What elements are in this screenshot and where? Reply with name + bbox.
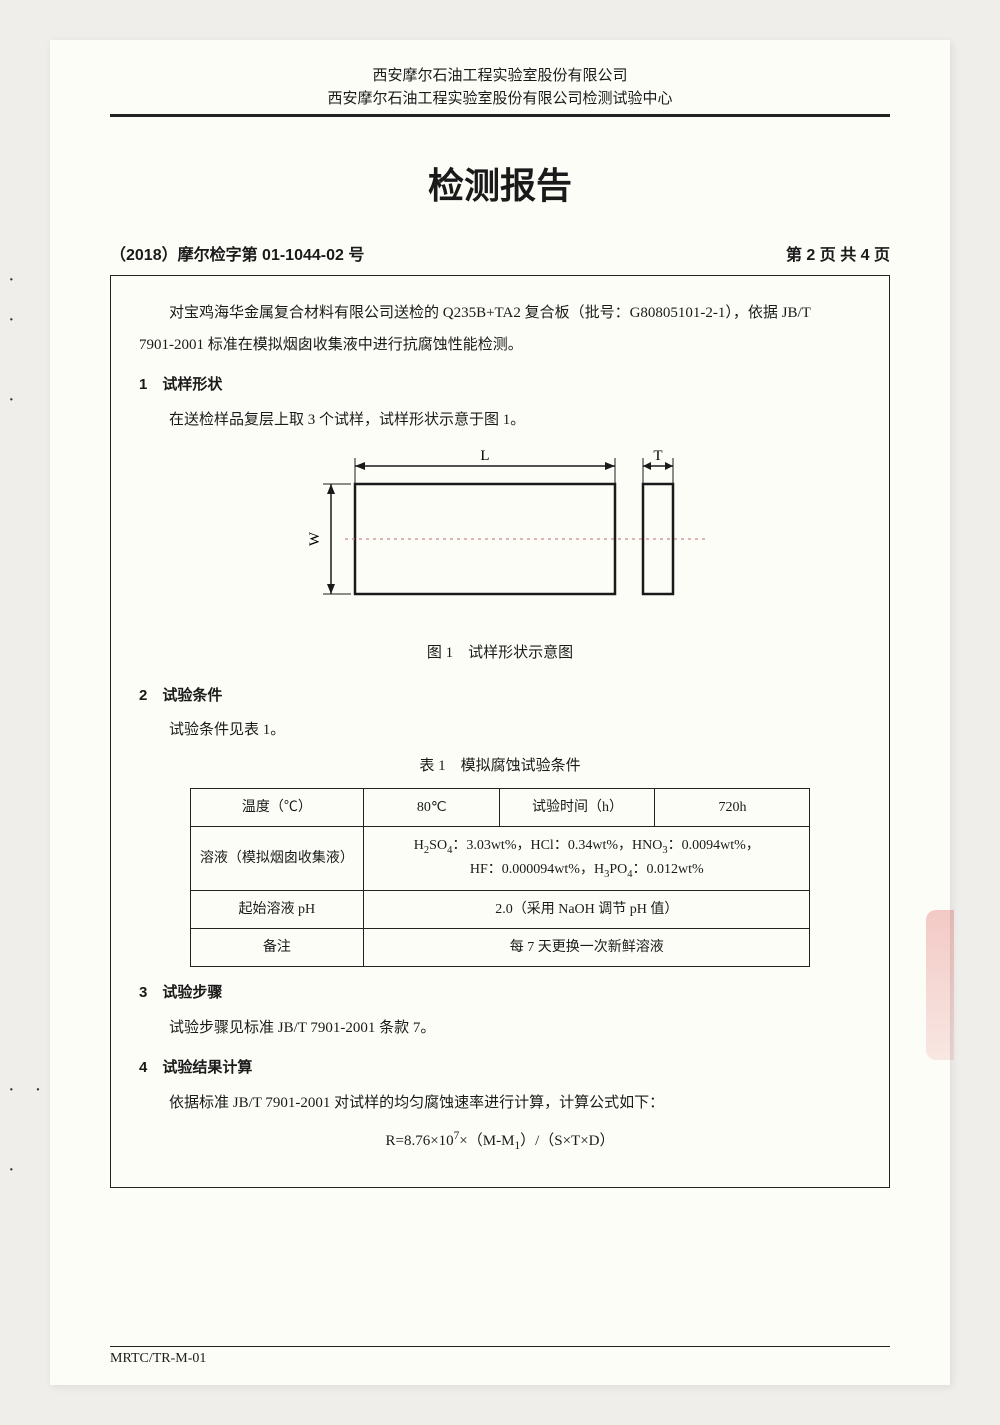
cell-solution-label: 溶液（模拟烟囱收集液） [190,827,364,891]
section-3-title: 试验步骤 [162,984,222,1001]
intro-para-1: 对宝鸡海华金属复合材料有限公司送检的 Q235B+TA2 复合板（批号：G808… [139,298,861,330]
report-title: 检测报告 [110,157,890,209]
figure-1-caption: 图 1 试样形状示意图 [427,638,573,670]
section-4-heading: 4 试验结果计算 [139,1052,861,1084]
section-2-num: 2 [139,687,147,704]
content-frame: 对宝鸡海华金属复合材料有限公司送检的 Q235B+TA2 复合板（批号：G808… [110,275,890,1188]
page-indicator: 第 2 页 共 4 页 [786,241,890,265]
specimen-diagram: L T W [285,444,715,624]
table-row: 备注 每 7 天更换一次新鲜溶液 [190,929,810,967]
cell-time-label: 试验时间（h） [500,789,655,827]
section-3-heading: 3 试验步骤 [139,977,861,1009]
document-page: 西安摩尔石油工程实验室股份有限公司 西安摩尔石油工程实验室股份有限公司检测试验中… [50,40,950,1385]
doc-number-line: （2018）摩尔检字第 01-1044-02 号 第 2 页 共 4 页 [110,241,890,265]
table-1-caption: 表 1 模拟腐蚀试验条件 [139,751,861,783]
section-1-body: 在送检样品复层上取 3 个试样，试样形状示意于图 1。 [139,405,861,437]
cell-solution-value: H2SO4：3.03wt%，HCl：0.34wt%，HNO3：0.0094wt%… [364,827,810,891]
cell-note-value: 每 7 天更换一次新鲜溶液 [364,929,810,967]
section-2-heading: 2 试验条件 [139,680,861,712]
label-W: W [307,531,323,546]
table-row: 溶液（模拟烟囱收集液） H2SO4：3.03wt%，HCl：0.34wt%，HN… [190,827,810,891]
cell-note-label: 备注 [190,929,364,967]
intro-para-2: 7901-2001 标准在模拟烟囱收集液中进行抗腐蚀性能检测。 [139,330,861,362]
label-L: L [480,448,489,464]
section-3-num: 3 [139,984,147,1001]
section-1-num: 1 [139,376,147,393]
figure-1: L T W 图 1 [139,444,861,670]
section-2-title: 试验条件 [162,687,222,704]
section-4-title: 试验结果计算 [162,1059,252,1076]
cell-temp-label: 温度（℃） [190,789,364,827]
section-1-title: 试样形状 [162,376,222,393]
cell-time-value: 720h [655,789,810,827]
formula: R=8.76×107×（M-M1）/（S×T×D） [139,1125,861,1159]
page-header: 西安摩尔石油工程实验室股份有限公司 西安摩尔石油工程实验室股份有限公司检测试验中… [110,65,890,117]
punch-marks-lower: · ·· [8,1070,41,1190]
header-line-1: 西安摩尔石油工程实验室股份有限公司 [110,65,890,88]
section-2-body: 试验条件见表 1。 [139,715,861,747]
cell-temp-value: 80℃ [364,789,500,827]
cell-ph-label: 起始溶液 pH [190,891,364,929]
table-row: 温度（℃） 80℃ 试验时间（h） 720h [190,789,810,827]
label-T: T [653,448,662,464]
conditions-table: 温度（℃） 80℃ 试验时间（h） 720h 溶液（模拟烟囱收集液） H2SO4… [190,788,811,967]
section-1-heading: 1 试样形状 [139,369,861,401]
section-3-body: 试验步骤见标准 JB/T 7901-2001 条款 7。 [139,1013,861,1045]
section-4-num: 4 [139,1059,147,1076]
table-row: 起始溶液 pH 2.0（采用 NaOH 调节 pH 值） [190,891,810,929]
punch-marks: ··· [8,260,15,420]
cell-ph-value: 2.0（采用 NaOH 调节 pH 值） [364,891,810,929]
doc-number: （2018）摩尔检字第 01-1044-02 号 [110,241,364,265]
section-4-body: 依据标准 JB/T 7901-2001 对试样的均匀腐蚀速率进行计算，计算公式如… [139,1088,861,1120]
footer-code: MRTC/TR-M-01 [110,1346,890,1367]
header-line-2: 西安摩尔石油工程实验室股份有限公司检测试验中心 [110,88,890,111]
red-seal-edge [926,910,954,1060]
